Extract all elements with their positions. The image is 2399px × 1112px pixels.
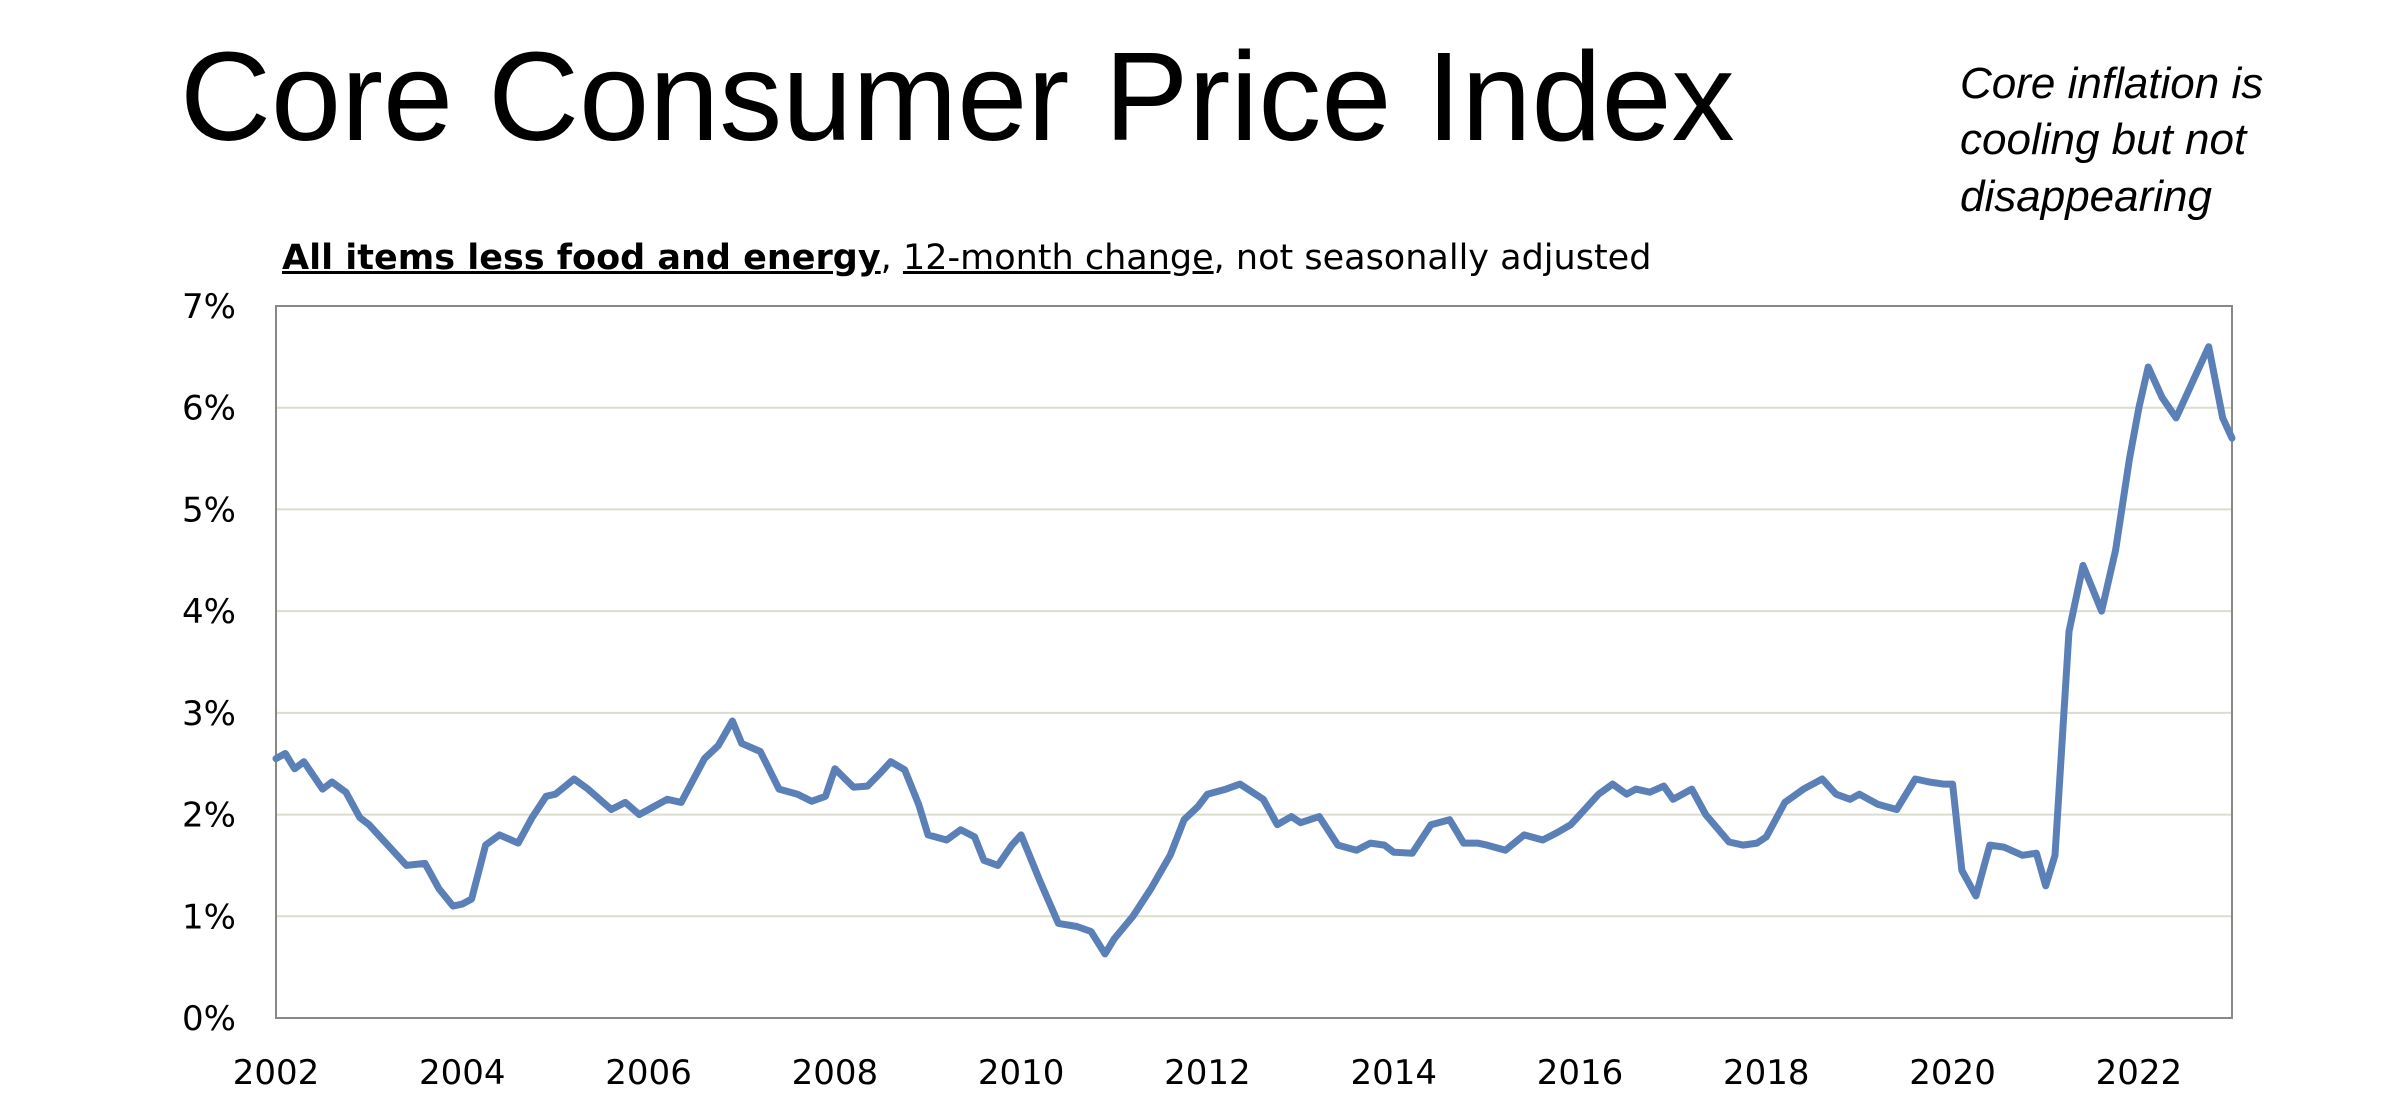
y-tick-label: 3% <box>182 694 236 734</box>
x-tick-label: 2002 <box>233 1053 320 1093</box>
annotation-line-2: cooling but not <box>1960 115 2247 165</box>
annotation-line-3: disappearing <box>1960 171 2212 221</box>
x-tick-label: 2018 <box>1723 1053 1810 1093</box>
x-tick-label: 2020 <box>1909 1053 1996 1093</box>
series-layer <box>272 343 2236 958</box>
x-tick-label: 2010 <box>978 1053 1065 1093</box>
y-tick-label: 5% <box>182 490 236 530</box>
x-tick-label: 2012 <box>1164 1053 1251 1093</box>
annotation-line-1: Core inflation is <box>1960 59 2264 108</box>
x-tick-label: 2014 <box>1350 1053 1437 1093</box>
page-title: Core Consumer Price Index <box>180 26 1735 167</box>
y-tick-label: 4% <box>182 592 236 632</box>
x-axis: 2002 2004 2006 2008 2010 2012 2014 2016 2018 2020… <box>233 1053 2182 1093</box>
x-tick-label: 2008 <box>792 1053 879 1093</box>
gridlines <box>276 406 2232 918</box>
x-tick-label: 2006 <box>605 1053 692 1093</box>
series-line <box>272 343 2236 958</box>
y-tick-label: 7% <box>182 287 236 327</box>
plot-frame <box>275 305 2233 1019</box>
annotation: Core inflation is cooling but not disapp… <box>1960 56 2380 225</box>
y-tick-label: 1% <box>182 897 236 937</box>
subtitle-sep-2: , <box>1213 238 1236 278</box>
y-tick-label: 2% <box>182 796 236 836</box>
chart-subtitle: All items less food and energy, 12-month… <box>282 238 1651 278</box>
subtitle-series: All items less food and energy <box>282 238 881 278</box>
y-tick-label: 6% <box>182 389 236 429</box>
x-tick-label: 2016 <box>1537 1053 1624 1093</box>
subtitle-sep-1: , <box>880 238 903 278</box>
subtitle-change: 12-month change <box>902 238 1214 278</box>
y-axis: 0% 1% 2% 3% 4% 5% 6% 7% <box>182 287 236 1039</box>
x-tick-label: 2022 <box>2096 1053 2183 1093</box>
x-tick-label: 2004 <box>419 1053 506 1093</box>
y-tick-label: 0% <box>182 999 236 1039</box>
subtitle-adjustment: not seasonally adjusted <box>1235 238 1652 278</box>
